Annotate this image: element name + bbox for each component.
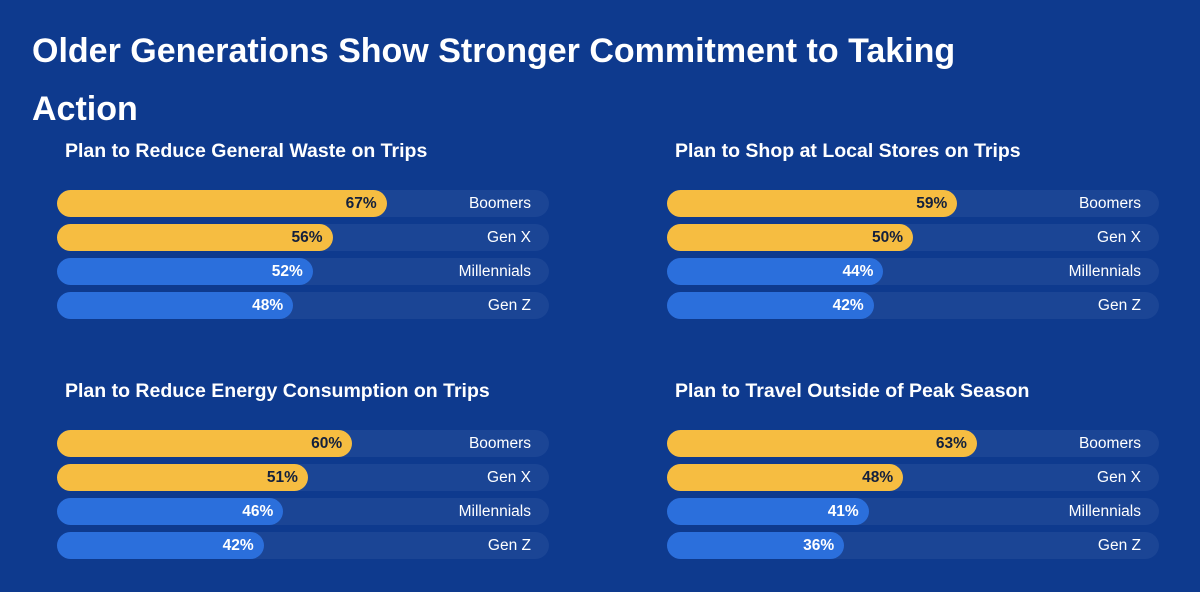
bar-row: 48% Gen X [667,464,1159,491]
bar: 52% [57,258,313,285]
bar: 48% [57,292,294,319]
chart-title: Plan to Shop at Local Stores on Trips [675,140,1021,162]
chart-title: Plan to Travel Outside of Peak Season [675,380,1030,402]
bar-value-label: 48% [862,469,894,486]
bar: 59% [667,190,958,217]
bar: 51% [57,464,308,491]
bar-row: 42% Gen Z [667,292,1159,319]
page-title: Older Generations Show Stronger Commitme… [32,32,956,128]
bar-row: 60% Boomers [57,430,549,457]
bar-value-label: 50% [871,229,903,246]
bar-row: 50% Gen X [667,224,1159,251]
bar-value-label: 51% [266,469,298,486]
category-label: Millennials [1068,503,1141,520]
bar-row: 52% Millennials [57,258,549,285]
bar-row: 46% Millennials [57,498,549,525]
category-label: Gen X [487,469,531,486]
bar-value-label: 48% [252,297,284,314]
bar-row: 48% Gen Z [57,292,549,319]
bar-row: 63% Boomers [667,430,1159,457]
chart-title: Plan to Reduce Energy Consumption on Tri… [65,380,490,402]
category-label: Boomers [468,435,531,452]
category-label: Gen Z [487,537,531,554]
category-label: Millennials [458,263,531,280]
category-label: Boomers [1078,435,1141,452]
bar-row: 41% Millennials [667,498,1159,525]
bar-value-label: 63% [935,435,967,452]
category-label: Gen Z [487,297,531,314]
bar: 60% [57,430,353,457]
bar-value-label: 59% [916,195,948,212]
bar-row: 59% Boomers [667,190,1159,217]
bar: 41% [667,498,869,525]
bar-value-label: 60% [311,435,343,452]
bar-row: 44% Millennials [667,258,1159,285]
bar-value-label: 52% [271,263,303,280]
category-label: Gen X [1097,469,1141,486]
bar-value-label: 46% [242,503,274,520]
bar-value-label: 56% [291,229,323,246]
bar: 48% [667,464,904,491]
bar-value-label: 67% [345,195,377,212]
bar: 67% [57,190,387,217]
category-label: Gen X [487,229,531,246]
bar-row: 42% Gen Z [57,532,549,559]
category-label: Gen Z [1097,537,1141,554]
bar-value-label: 44% [842,263,874,280]
bar-value-label: 36% [803,537,835,554]
bar-value-label: 41% [827,503,859,520]
bar: 42% [667,292,874,319]
category-label: Gen Z [1097,297,1141,314]
category-label: Boomers [1078,195,1141,212]
category-label: Boomers [468,195,531,212]
bar-row: 36% Gen Z [667,532,1159,559]
bar: 50% [667,224,913,251]
bar: 56% [57,224,333,251]
bar: 63% [667,430,977,457]
bar-value-label: 42% [222,537,254,554]
bar-row: 56% Gen X [57,224,549,251]
category-label: Millennials [458,503,531,520]
bar: 46% [57,498,284,525]
bar: 36% [667,532,845,559]
category-label: Millennials [1068,263,1141,280]
chart-title: Plan to Reduce General Waste on Trips [65,140,428,162]
bar: 44% [667,258,884,285]
bar-value-label: 42% [832,297,864,314]
bar-row: 51% Gen X [57,464,549,491]
bar-row: 67% Boomers [57,190,549,217]
bar: 42% [57,532,264,559]
category-label: Gen X [1097,229,1141,246]
